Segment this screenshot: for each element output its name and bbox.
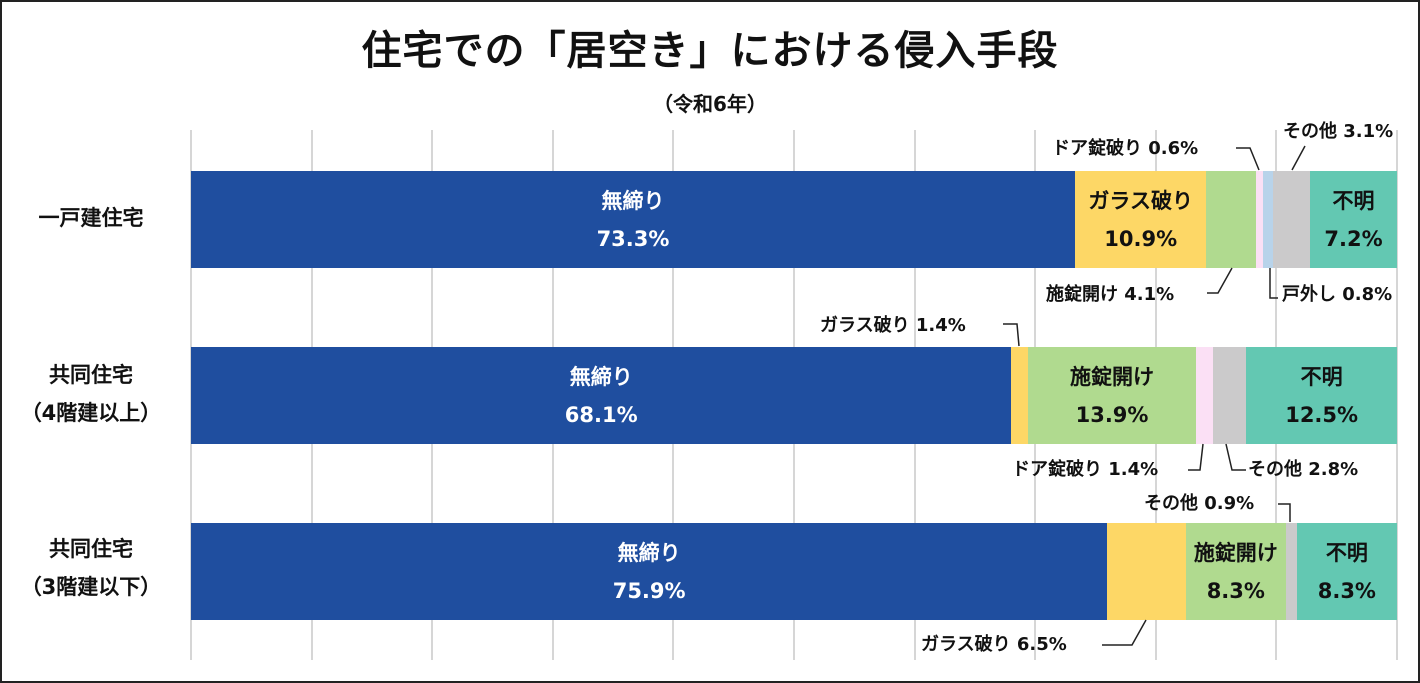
segment-value: 75.9% [612, 578, 686, 603]
bar-segment: 不明 7.2% [1310, 171, 1397, 268]
segment-label: 不明 [1332, 188, 1375, 213]
category-label-line2: （3階建以下） [20, 575, 162, 599]
segment-label: ガラス破り [1088, 188, 1193, 213]
bar-segment: 無締り 75.9% [191, 523, 1108, 620]
category-label-detached-house: 一戸建住宅 [0, 199, 182, 237]
bar-segment [1107, 523, 1186, 620]
category-label-line2: （4階建以上） [20, 401, 162, 425]
segment-label: 無締り [601, 188, 665, 213]
category-label-apartment-3less: 共同住宅 （3階建以下） [0, 530, 182, 606]
stacked-bar-apartment-4plus: 無締り 68.1% 施錠開け 13.9% 不明 12.5% [191, 347, 1397, 444]
category-label-line1: 一戸建住宅 [38, 206, 144, 230]
data-label-door-lock-1.4: ドア錠破り 1.4% [1012, 459, 1159, 480]
bar-segment: 不明 12.5% [1246, 347, 1397, 444]
segment-value: 8.3% [1317, 578, 1376, 603]
segment-label: 施錠開け [1070, 364, 1155, 389]
data-label-door-removal-0.8: 戸外し 0.8% [1282, 284, 1393, 305]
category-label-apartment-4plus: 共同住宅 （4階建以上） [0, 356, 182, 432]
bar-segment: 無締り 73.3% [191, 171, 1075, 268]
bar-segment [1011, 347, 1029, 444]
bar-segment [1206, 171, 1256, 268]
category-label-line1: 共同住宅 [49, 363, 133, 387]
segment-value: 12.5% [1285, 402, 1359, 427]
data-label-door-lock-0.6: ドア錠破り 0.6% [1052, 138, 1199, 159]
bar-segment [1272, 171, 1311, 268]
bar-segment [1255, 171, 1264, 268]
segment-label: 施錠開け [1193, 540, 1278, 565]
segment-label: 不明 [1300, 364, 1343, 389]
data-label-glass-1.4: ガラス破り 1.4% [820, 315, 966, 336]
bar-segment [1212, 347, 1247, 444]
segment-value: 73.3% [596, 226, 670, 251]
segment-label: 無締り [617, 540, 681, 565]
bar-segment: 無締り 68.1% [191, 347, 1012, 444]
bar-segment: 施錠開け 8.3% [1185, 523, 1286, 620]
bar-segment: 施錠開け 13.9% [1028, 347, 1196, 444]
segment-value: 8.3% [1206, 578, 1265, 603]
bar-segment [1285, 523, 1297, 620]
gridline [1396, 130, 1398, 660]
bar-segment [1195, 347, 1213, 444]
stacked-bar-apartment-3less: 無締り 75.9% 施錠開け 8.3% 不明 8.3% [191, 523, 1397, 620]
data-label-glass-6.5: ガラス破り 6.5% [921, 634, 1067, 655]
data-label-other-0.9: その他 0.9% [1144, 493, 1255, 514]
segment-value: 10.9% [1104, 226, 1178, 251]
stacked-bar-detached-house: 無締り 73.3% ガラス破り 10.9% 不明 7.2% [191, 171, 1397, 268]
segment-value: 7.2% [1324, 226, 1383, 251]
data-label-other-2.8: その他 2.8% [1248, 459, 1359, 480]
chart-title: 住宅での「居空き」における侵入手段 [361, 28, 1059, 74]
segment-value: 13.9% [1075, 402, 1149, 427]
bar-segment: ガラス破り 10.9% [1074, 171, 1207, 268]
segment-label: 不明 [1325, 540, 1368, 565]
data-label-other-3.1: その他 3.1% [1283, 121, 1394, 142]
segment-value: 68.1% [564, 402, 638, 427]
category-label-line1: 共同住宅 [49, 537, 133, 561]
bar-segment [1263, 171, 1273, 268]
chart-subtitle: （令和6年） [653, 92, 767, 116]
segment-label: 無締り [569, 364, 633, 389]
bar-segment: 不明 8.3% [1296, 523, 1397, 620]
data-label-lock-picking-4.1: 施錠開け 4.1% [1046, 284, 1175, 305]
